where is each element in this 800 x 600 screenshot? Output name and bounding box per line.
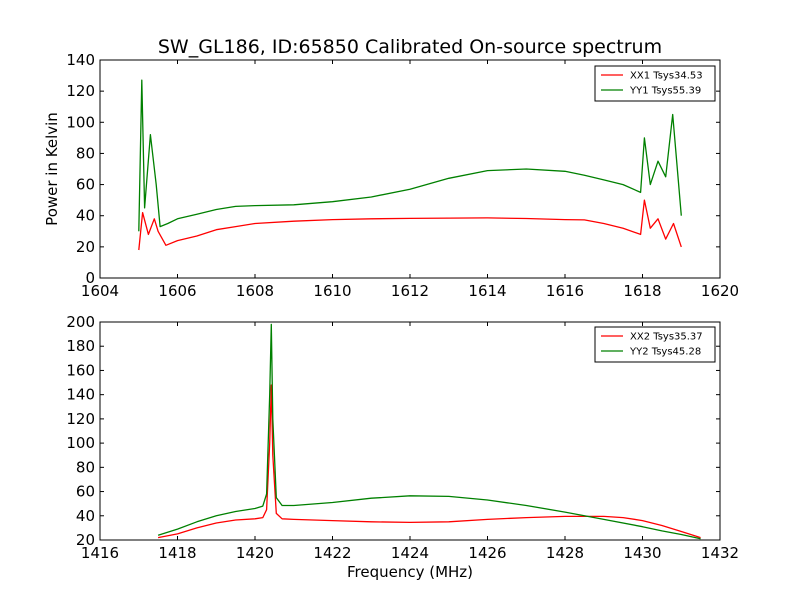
x-tick-label: 1426 [468,544,506,562]
x-tick-label: 1618 [623,282,661,300]
legend-label-1: XX1 Tsys34.53 [630,71,703,82]
x-tick-label: 1620 [701,282,739,300]
x-tick-label: 1424 [391,544,429,562]
y-tick-label: 160 [66,361,95,379]
figure-title: SW_GL186, ID:65850 Calibrated On-source … [158,36,662,58]
x-tick-label: 1430 [623,544,661,562]
y-tick-label: 100 [66,434,95,452]
series-group [157,323,701,540]
top-spectrum-panel: 1604 1606 1608 1610 1612 1614 1616 1618 1620 0 20 4… [43,51,739,300]
x-tick-label: 1432 [701,544,739,562]
x-tick-label: 1606 [158,282,196,300]
x-tick-label: 1420 [236,544,274,562]
x-tick-label: 1608 [236,282,274,300]
legend: XX1 Tsys34.53 YY1 Tsys55.39 [594,65,716,102]
y-tick-label: 200 [66,313,95,331]
y-tick-label: 80 [76,458,95,476]
x-tick-label: 1428 [546,544,584,562]
legend: XX2 Tsys35.37 YY2 Tsys45.28 [594,326,716,363]
y-axis-label: Power in Kelvin [43,112,61,226]
series-group [138,79,682,251]
y-tick-label: 120 [66,410,95,428]
series-line-1 [157,384,701,539]
y-tick-label: 20 [76,238,95,256]
x-tick-label: 1422 [313,544,351,562]
y-tick-label: 140 [66,386,95,404]
y-tick-label: 100 [66,113,95,131]
x-tick-label: 1418 [158,544,196,562]
y-tick-label: 60 [76,483,95,501]
x-tick-label: 1614 [468,282,506,300]
y-tick-label: 20 [76,531,95,549]
y-tick-label: 180 [66,337,95,355]
x-tick-label: 1612 [391,282,429,300]
y-tick-label: 140 [66,51,95,69]
x-tick-label: 1604 [81,282,119,300]
legend-box [594,326,716,363]
series-line-2 [157,323,701,540]
x-tick-label: 1610 [313,282,351,300]
x-axis-label: Frequency (MHz) [347,563,473,581]
legend-label-1: XX2 Tsys35.37 [630,332,703,343]
legend-label-2: YY1 Tsys55.39 [629,86,701,97]
series-line-2 [138,79,682,232]
y-tick-label: 120 [66,82,95,100]
x-tick-label: 1616 [546,282,584,300]
y-tick-label: 40 [76,207,95,225]
bottom-spectrum-panel: 1416 1418 1420 1422 1424 1426 1428 1430 1432 20 40… [66,313,739,581]
y-tick-label: 80 [76,144,95,162]
x-tick-label: 1416 [81,544,119,562]
y-tick-label: 0 [85,269,95,287]
legend-label-2: YY2 Tsys45.28 [629,347,701,358]
y-tick-label: 60 [76,176,95,194]
legend-box [594,65,716,102]
series-line-1 [138,199,682,251]
y-tick-label: 40 [76,507,95,525]
